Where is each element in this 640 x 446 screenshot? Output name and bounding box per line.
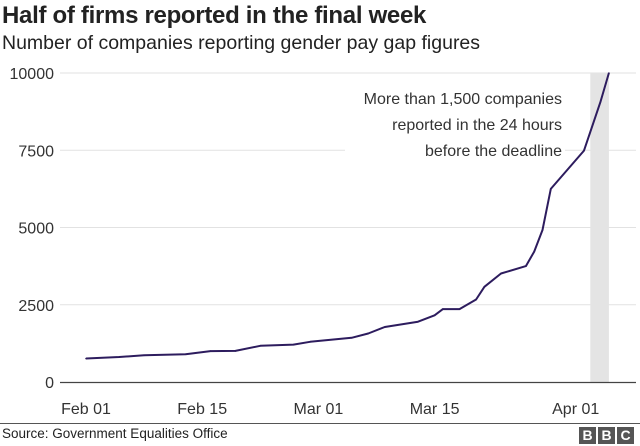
- y-tick-label: 7500: [18, 143, 54, 160]
- x-tick-label: Apr 01: [552, 401, 599, 418]
- x-tick-label: Feb 15: [177, 401, 227, 418]
- footer-divider: [0, 423, 640, 424]
- source-text: Source: Government Equalities Office: [2, 426, 228, 441]
- data-point: [367, 332, 370, 335]
- bbc-logo-letter: B: [579, 427, 596, 444]
- data-point: [533, 250, 535, 253]
- x-tick-label: Feb 01: [61, 401, 111, 418]
- x-tick-label: Mar 15: [410, 401, 460, 418]
- data-point: [583, 149, 585, 152]
- chart-title: Half of firms reported in the final week: [2, 2, 427, 29]
- data-point: [350, 337, 353, 339]
- data-point: [143, 354, 145, 357]
- series-line: [85, 72, 610, 360]
- y-tick-label: 10000: [10, 66, 55, 83]
- data-point: [118, 356, 120, 358]
- data-point: [608, 72, 610, 74]
- data-point: [525, 265, 527, 267]
- data-point: [259, 345, 262, 347]
- data-point: [500, 272, 502, 275]
- bbc-logo: B B C: [579, 427, 634, 444]
- highlight-band: [590, 73, 609, 382]
- annotation-text: reported in the 24 hours: [392, 117, 562, 134]
- data-point: [417, 320, 419, 323]
- data-point: [475, 298, 477, 301]
- data-point: [541, 229, 544, 231]
- data-point: [234, 350, 237, 352]
- y-tick-label: 0: [45, 375, 54, 392]
- data-point: [309, 341, 311, 343]
- chart-subtitle: Number of companies reporting gender pay…: [2, 32, 481, 54]
- y-tick-label: 2500: [18, 298, 54, 315]
- data-point: [85, 357, 87, 360]
- data-point: [599, 100, 602, 103]
- bbc-logo-letter: B: [598, 427, 615, 444]
- data-point: [483, 286, 486, 288]
- x-tick-label: Mar 01: [294, 401, 344, 418]
- data-point: [292, 343, 295, 346]
- data-point: [184, 353, 187, 355]
- data-point: [433, 314, 436, 317]
- annotation-text: before the deadline: [425, 143, 562, 160]
- data-point: [384, 326, 386, 328]
- annotation-background: [345, 82, 565, 154]
- annotation-text: More than 1,500 companies: [364, 91, 562, 108]
- bbc-logo-letter: C: [617, 427, 634, 444]
- data-point: [442, 308, 444, 310]
- data-point: [458, 308, 461, 310]
- data-point: [209, 350, 212, 352]
- data-point: [550, 188, 552, 190]
- y-tick-label: 5000: [18, 221, 54, 238]
